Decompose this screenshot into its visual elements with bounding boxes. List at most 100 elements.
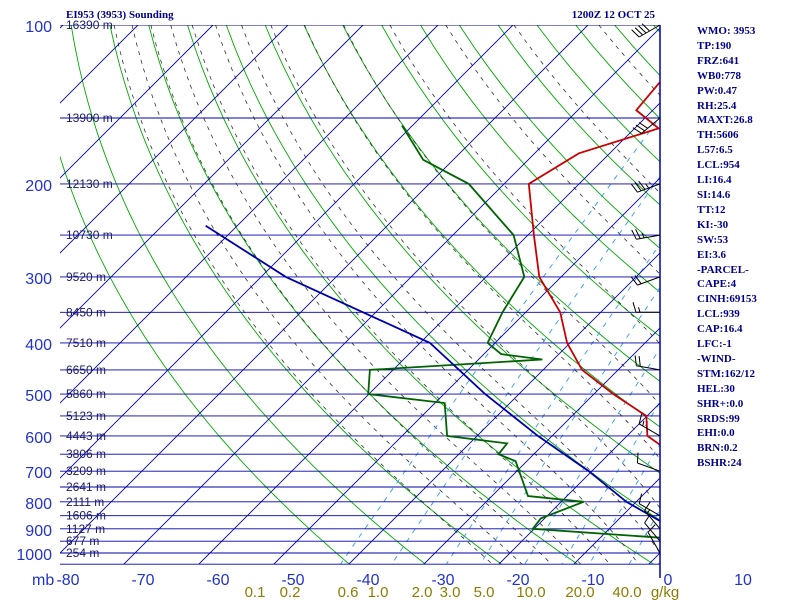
wind-barb-half-feather	[641, 232, 645, 239]
dry-adiabat	[458, 25, 660, 250]
chart-grid	[60, 25, 660, 565]
stat-line: EHI:0.0	[697, 427, 735, 440]
isotherm	[60, 25, 214, 179]
wind-barb-feather	[638, 180, 646, 190]
pressure-tick-label: 400	[25, 337, 52, 354]
height-label: 12130 m	[66, 177, 113, 191]
mixing-ratio-line	[391, 175, 660, 565]
height-label: 16390 m	[66, 18, 113, 32]
mixing-ratio-label: 0.1	[245, 584, 266, 600]
wind-barb-feather	[634, 275, 642, 285]
stat-line: CAP:16.4	[697, 323, 743, 336]
dry-adiabat	[60, 155, 350, 565]
wind-barb-feather	[638, 356, 641, 367]
sounding-line-1	[367, 125, 660, 539]
pressure-tick-label: 300	[25, 271, 52, 288]
wind-barb-feather	[634, 182, 642, 192]
temperature-tick-label: 0	[664, 572, 673, 589]
height-label: 13900 m	[66, 111, 113, 125]
wind-barb-staff	[637, 462, 661, 472]
station-title: EI953 (3953) Sounding	[66, 9, 174, 21]
stat-line: BRN:0.2	[697, 442, 738, 455]
dry-adiabat	[303, 25, 660, 428]
moist-adiabat	[150, 25, 552, 565]
temperature-tick-label: -30	[431, 572, 454, 589]
stat-line: CAPE:4	[697, 278, 737, 291]
stat-line: -PARCEL-	[697, 263, 749, 276]
temperature-tick-label: -40	[356, 572, 379, 589]
isotherm	[60, 25, 364, 329]
wind-barb-feather	[635, 124, 645, 132]
wind-barb-half-feather	[642, 420, 645, 427]
isotherm	[273, 177, 660, 565]
stat-line: CINH:69153	[697, 293, 757, 306]
mixing-ratio-label: 0.6	[338, 584, 359, 600]
height-label: 677 m	[66, 534, 99, 548]
stat-line: LCL:954	[697, 159, 740, 172]
wind-barb-feather	[630, 276, 638, 286]
stat-line: SI:14.6	[697, 188, 731, 201]
stat-line: LFC:-1	[697, 338, 732, 351]
pressure-tick-label: 600	[25, 430, 52, 447]
dry-adiabat	[109, 25, 502, 565]
wind-barb-staff	[644, 522, 661, 542]
isotherm	[60, 25, 514, 479]
isotherm	[123, 27, 660, 565]
stat-line: LCL:939	[697, 308, 740, 321]
pressure-tick-label: 700	[25, 465, 52, 482]
stat-line: STM:162/12	[697, 367, 756, 380]
wind-barb-half-feather	[638, 307, 641, 313]
isotherm	[198, 102, 660, 565]
wind-barb-feather	[632, 302, 637, 313]
wind-barb-feather	[638, 25, 647, 34]
height-label: 7510 m	[66, 336, 106, 350]
pressure-tick-label: 200	[25, 178, 52, 195]
pressure-tick-label: 1000	[16, 547, 52, 564]
chart-series	[205, 80, 660, 539]
mixing-ratio-line	[445, 243, 660, 565]
stat-line: WB0:778	[697, 69, 741, 82]
stat-line: TH:5606	[697, 129, 739, 142]
wind-barbs	[630, 23, 661, 554]
wind-barb-feather	[647, 524, 656, 533]
mixing-ratio-label: 1.0	[368, 584, 389, 600]
pressure-tick-label: 100	[25, 19, 52, 36]
height-label: 9520 m	[66, 270, 106, 284]
wind-barb-feather	[641, 23, 650, 32]
height-label: 5860 m	[66, 387, 106, 401]
wind-barb-feather	[634, 355, 637, 366]
wind-barb-feather	[644, 513, 651, 524]
height-label: 1606 m	[66, 509, 106, 523]
moist-adiabat	[304, 25, 660, 460]
sounding-stats: WMO: 3953 TP:190 FRZ:641 WB0:778 PW:0.47 RH:2…	[697, 24, 757, 471]
moist-adiabat	[241, 25, 660, 554]
mixing-ratio-label: 5.0	[474, 584, 495, 600]
height-label: 1127 m	[66, 522, 105, 536]
stat-line: BSHR:24	[697, 457, 742, 470]
isotherm	[348, 252, 660, 565]
stat-line: EI:3.6	[697, 248, 727, 261]
isotherm	[423, 327, 660, 565]
moist-adiabat	[191, 25, 611, 565]
stat-line: FRZ:641	[697, 54, 740, 67]
wind-barb-feather	[631, 229, 637, 240]
stat-line: RH:25.4	[697, 99, 737, 112]
mixing-ratio-label: 0.2	[280, 584, 301, 600]
mixing-ratio-line	[561, 401, 660, 565]
dry-adiabat	[264, 25, 660, 474]
wind-barb-feather	[634, 27, 644, 36]
temperature-tick-label: -70	[131, 572, 154, 589]
sounding-line-2	[205, 225, 660, 523]
stat-line: -WIND-	[697, 352, 736, 365]
height-label: 6650 m	[66, 363, 106, 377]
wind-barb-staff	[636, 234, 661, 240]
stat-line: TT:12	[697, 203, 726, 216]
stat-line: LI:16.4	[697, 174, 732, 187]
temperature-tick-label: -20	[506, 572, 529, 589]
wind-barb-feather	[638, 122, 648, 129]
mixing-ratio-unit: g/kg	[651, 584, 679, 600]
wind-barb-feather	[644, 501, 651, 511]
moist-adiabat	[113, 25, 493, 565]
